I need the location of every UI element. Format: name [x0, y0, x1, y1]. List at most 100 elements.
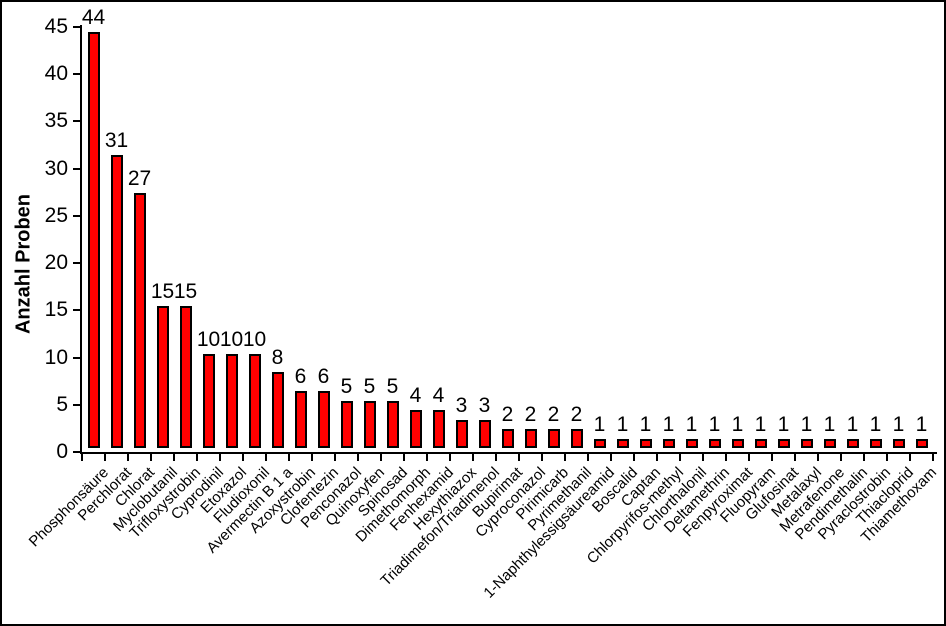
- bar-slot: 1: [818, 18, 841, 448]
- bar-value-label: 1: [823, 413, 836, 436]
- y-tick-label: 15: [44, 298, 68, 322]
- bar-value-label: 1: [708, 413, 721, 436]
- x-tick-mark: [725, 452, 727, 461]
- bar-value-label: 1: [777, 413, 790, 436]
- x-tick-mark: [357, 452, 359, 461]
- bar-slot: 1: [611, 18, 634, 448]
- bar-value-label: 3: [478, 394, 491, 417]
- bar-value-label: 10: [196, 328, 221, 351]
- bar-slot: 2: [565, 18, 588, 448]
- bar-slot: 4: [427, 18, 450, 448]
- bar-value-label: 10: [242, 328, 267, 351]
- bar: [915, 439, 928, 448]
- bar-slot: 27: [128, 18, 151, 448]
- bar-value-label: 1: [616, 413, 629, 436]
- y-tick-mark: [73, 356, 82, 359]
- x-tick-mark: [840, 452, 842, 461]
- bar: [800, 439, 813, 448]
- bar-value-label: 1: [639, 413, 652, 436]
- x-tick-mark: [518, 452, 520, 461]
- bar: [570, 429, 583, 448]
- bar: [271, 372, 284, 448]
- bar-value-label: 1: [869, 413, 882, 436]
- y-tick-mark: [73, 262, 82, 265]
- x-tick-mark: [104, 452, 106, 461]
- x-tick-mark: [127, 452, 129, 461]
- bar: [593, 439, 606, 448]
- bar-slot: 5: [335, 18, 358, 448]
- y-tick-label: 40: [44, 62, 68, 86]
- x-tick-mark: [173, 452, 175, 461]
- bar-value-label: 4: [409, 384, 422, 407]
- x-tick-mark: [472, 452, 474, 461]
- bar-value-label: 6: [294, 365, 307, 388]
- bar: [754, 439, 767, 448]
- x-tick-mark: [794, 452, 796, 461]
- bar: [248, 354, 261, 448]
- x-tick-mark: [495, 452, 497, 461]
- x-tick-mark: [219, 452, 221, 461]
- x-tick-mark: [886, 452, 888, 461]
- bar-value-label: 1: [800, 413, 813, 436]
- bar: [685, 439, 698, 448]
- bar: [662, 439, 675, 448]
- bar-slot: 1: [634, 18, 657, 448]
- x-tick-mark: [817, 452, 819, 461]
- bar-value-label: 1: [892, 413, 905, 436]
- bar-slot: 10: [243, 18, 266, 448]
- y-tick-label: 5: [56, 392, 68, 416]
- bar-slot: 10: [220, 18, 243, 448]
- x-tick-mark: [81, 452, 83, 461]
- bar-slot: 1: [910, 18, 933, 448]
- bar-value-label: 2: [524, 403, 537, 426]
- y-axis-line: [80, 25, 82, 454]
- x-tick-mark: [288, 452, 290, 461]
- bar: [547, 429, 560, 448]
- x-tick-mark: [150, 452, 152, 461]
- bar-value-label: 1: [754, 413, 767, 436]
- bar-slot: 5: [381, 18, 404, 448]
- bar-slot: 1: [588, 18, 611, 448]
- bar-slot: 8: [266, 18, 289, 448]
- bar-value-label: 2: [501, 403, 514, 426]
- bar: [731, 439, 744, 448]
- bar: [133, 193, 146, 448]
- bar: [432, 410, 445, 448]
- bar-slot: 1: [703, 18, 726, 448]
- bar-slot: 1: [887, 18, 910, 448]
- x-tick-mark: [426, 452, 428, 461]
- bar-slot: 4: [404, 18, 427, 448]
- y-tick-label: 20: [44, 251, 68, 275]
- bar: [294, 391, 307, 448]
- bar-slot: 10: [197, 18, 220, 448]
- bar-value-label: 1: [731, 413, 744, 436]
- x-tick-mark: [380, 452, 382, 461]
- x-tick-mark: [932, 452, 934, 461]
- x-tick-mark: [610, 452, 612, 461]
- x-tick-mark: [242, 452, 244, 461]
- bar-slot: 44: [82, 7, 105, 448]
- bar-slot: 2: [519, 18, 542, 448]
- bar: [708, 439, 721, 448]
- bar: [869, 439, 882, 448]
- bar: [501, 429, 514, 448]
- x-tick-mark: [679, 452, 681, 461]
- x-tick-mark: [334, 452, 336, 461]
- bar: [524, 429, 537, 448]
- bar-value-label: 2: [570, 403, 583, 426]
- bar-value-label: 1: [685, 413, 698, 436]
- x-axis-line: [80, 452, 937, 454]
- bar-value-label: 15: [173, 280, 198, 303]
- bar: [317, 391, 330, 448]
- bar-value-label: 1: [662, 413, 675, 436]
- bar: [892, 439, 905, 448]
- bar-slot: 6: [312, 18, 335, 448]
- bar-slot: 6: [289, 18, 312, 448]
- bar-slot: 5: [358, 18, 381, 448]
- y-tick-mark: [73, 26, 82, 28]
- bar-value-label: 6: [317, 365, 330, 388]
- bar: [202, 354, 215, 448]
- bar-slot: 1: [657, 18, 680, 448]
- bar: [478, 420, 491, 448]
- x-tick-mark: [449, 452, 451, 461]
